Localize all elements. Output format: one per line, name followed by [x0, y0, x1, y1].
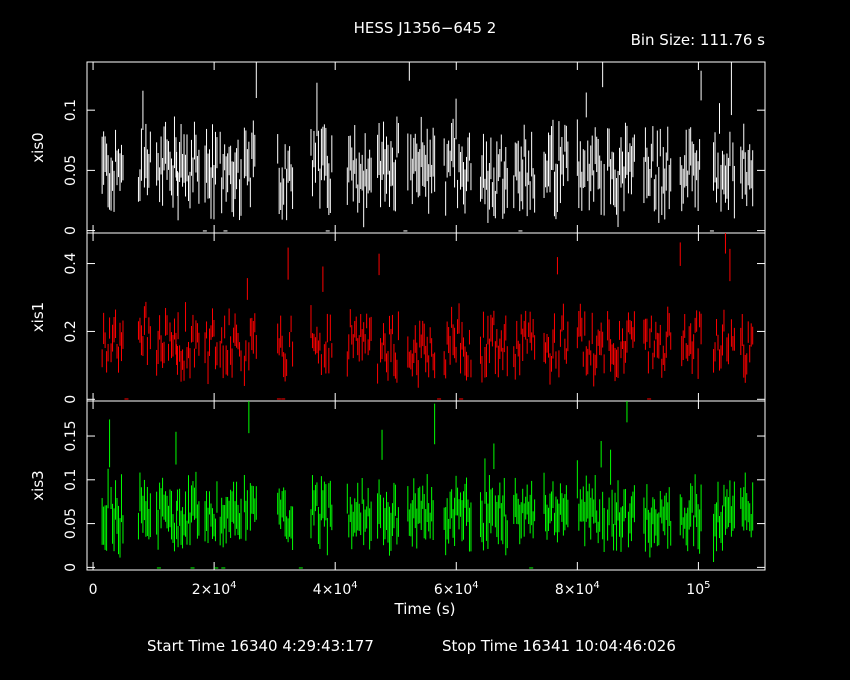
x-tick-label: 6×104	[434, 580, 479, 598]
x-tick-label: 0	[89, 582, 98, 598]
chart-title: HESS J1356−645 2	[354, 19, 497, 37]
y-tick-label: 0	[63, 563, 79, 572]
start-time-label: Start Time 16340 4:29:43:177	[147, 637, 374, 655]
panel-frame	[86, 400, 766, 571]
y-tick-label: 0.4	[63, 252, 79, 274]
panels-group: 0 0.05 0.1 xis0 0 0.2 0.4 xis1 0 0.05 0.1 0.15 xis3	[29, 61, 766, 572]
series-xis0	[101, 62, 754, 232]
y-tick-label: 0	[63, 226, 79, 235]
panel-xis3: 0 0.05 0.1 0.15 xis3	[29, 400, 766, 572]
x-tick-label: 8×104	[555, 580, 600, 598]
x-tick-label: 2×104	[192, 580, 237, 598]
y-axis-label-xis3: xis3	[29, 470, 47, 500]
panel-xis1: 0 0.2 0.4 xis1	[29, 232, 766, 404]
panel-xis0: 0 0.05 0.1 xis0	[29, 61, 766, 235]
series-xis1	[101, 233, 754, 400]
stop-time-label: Stop Time 16341 10:04:46:026	[442, 637, 676, 655]
y-axis-label-xis1: xis1	[29, 302, 47, 332]
y-tick-label: 0.15	[63, 420, 79, 451]
y-tick-label: 0	[63, 395, 79, 404]
y-axis-label-xis0: xis0	[29, 132, 47, 162]
x-tick-labels: 0 2×104 4×104 6×104 8×104 105	[89, 580, 711, 598]
y-tick-label: 0.2	[63, 320, 79, 342]
y-tick-label: 0.05	[63, 155, 79, 186]
x-axis-label: Time (s)	[394, 600, 456, 618]
y-tick-label: 0.1	[63, 469, 79, 491]
series-xis3	[101, 401, 754, 569]
bin-size-label: Bin Size: 111.76 s	[631, 31, 766, 49]
x-tick-label: 4×104	[313, 580, 358, 598]
y-tick-label: 0.1	[63, 99, 79, 121]
y-tick-label: 0.05	[63, 508, 79, 539]
